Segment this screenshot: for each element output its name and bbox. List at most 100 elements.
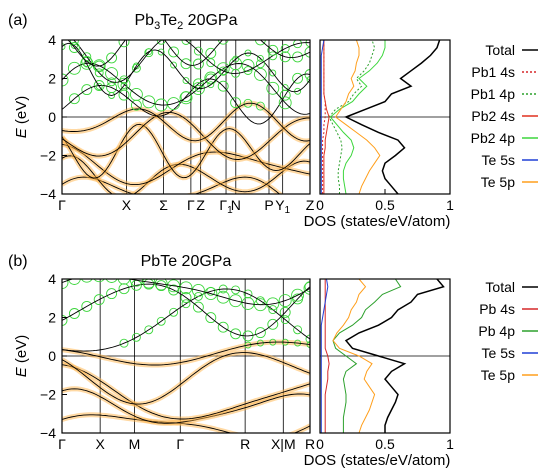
y-axis-label-symbol: E <box>13 127 30 138</box>
band-line <box>62 176 281 194</box>
y-axis-label-symbol: E <box>13 366 30 377</box>
fat-band-circle-pb4p <box>129 87 143 101</box>
legend-label: Te 5p <box>481 367 515 383</box>
band-line <box>62 279 310 306</box>
fat-band-circle-pb4p <box>243 26 253 36</box>
fat-band-circle-pb4p <box>62 314 68 326</box>
kpoint-label: Γ <box>176 436 184 452</box>
fat-band-circle-pb4p <box>167 279 181 293</box>
panel-label: (b) <box>8 253 28 270</box>
legend-label: Pb1 4p <box>471 86 516 102</box>
fat-band-circle-pb4p <box>180 292 192 303</box>
fat-band-circle-pb4p <box>58 28 66 36</box>
legend-label: Pb1 4s <box>471 64 515 80</box>
fat-band-circle-pb4p <box>129 279 143 287</box>
fat-band-circle-pb4p <box>95 82 103 90</box>
fat-band-circle-pb4p <box>106 288 118 300</box>
fat-band-circle-pb4p <box>229 294 243 308</box>
dos-series-line <box>344 39 441 195</box>
legend-label: Total <box>485 279 515 295</box>
band-line <box>62 123 310 179</box>
kpoint-label: Γ <box>58 197 66 213</box>
y-tick-label: 0 <box>48 348 56 364</box>
kpoint-label: Z <box>196 197 205 213</box>
dos-x-axis-label: DOS (states/eV/atom) <box>304 213 451 230</box>
dos-series-line <box>332 278 376 434</box>
fat-band-circle-pb4p <box>191 82 205 96</box>
fat-band-circle-pb4p <box>293 40 303 49</box>
fat-band-circle-pb4p <box>268 51 278 61</box>
fat-band-circle-pb4p <box>131 63 141 73</box>
fat-band-circle-pb4p <box>304 281 310 293</box>
panel-title: Pb3Te2 20GPa <box>135 12 238 32</box>
band-line <box>62 288 310 352</box>
fat-band-circle-pb4p <box>68 93 80 105</box>
dos-series-line <box>344 278 445 433</box>
fat-band-circle-pb4p <box>204 71 218 85</box>
y-tick-label: 4 <box>48 32 56 48</box>
fat-band-circle-pb4p <box>144 48 154 58</box>
kpoint-label: Γ <box>58 436 66 452</box>
fat-band-circle-pb4p <box>256 54 264 62</box>
fat-band-circle-pb4p <box>279 51 291 63</box>
fat-band-circle-pb4p <box>156 316 166 326</box>
fat-band-circle-pb4p <box>218 66 228 76</box>
fat-band-circle-pb4p <box>254 327 266 339</box>
fat-band-circle-pb4p <box>117 279 131 285</box>
fat-band-circle-pb4p <box>291 288 305 302</box>
fat-band-circle-pb4p <box>93 60 105 72</box>
fat-band-circle-pb4p <box>217 321 229 333</box>
fat-band-circle-pb4p <box>180 58 192 70</box>
fat-band-circle-pb4p <box>243 66 253 75</box>
fat-band-circle-pb4p <box>117 77 131 91</box>
fat-band-circle-pb4p <box>118 283 130 295</box>
band-line <box>62 388 310 424</box>
dos-x-tick-label: 1 <box>446 436 454 452</box>
dos-series-line <box>323 40 330 194</box>
band-line <box>62 352 310 405</box>
fat-band-circle-pb4p <box>267 318 279 330</box>
kpoint-label: X <box>95 436 105 452</box>
fat-band-circle-pb4p <box>81 300 93 312</box>
fat-band-circle-pb4p <box>205 312 217 324</box>
dos-x-tick-label: 0 <box>316 197 324 213</box>
fat-band-circle-pb4p <box>118 40 130 48</box>
fat-band-circle-pb4p <box>68 308 80 319</box>
fat-band-circle-pb4p <box>303 281 310 295</box>
legend-label: Total <box>485 42 515 58</box>
band-line <box>62 73 310 125</box>
fat-band-circle-pb4p <box>62 43 66 51</box>
title-part: 3 <box>154 20 160 32</box>
title-part: PbTe 20GPa <box>141 253 232 270</box>
fat-band-circle-pb4p <box>155 280 167 292</box>
band-line <box>67 40 310 67</box>
fat-band-circle-pb4p <box>305 334 310 344</box>
dos-x-axis-label: DOS (states/eV/atom) <box>304 452 451 469</box>
fat-band-circle-pb4p <box>267 44 279 56</box>
fat-band-circle-pb4p <box>80 279 93 283</box>
fat-band-circle-pb4p <box>280 315 290 325</box>
dos-x-tick-label: 0 <box>316 436 324 452</box>
fat-band-circle-pb4p <box>105 67 119 81</box>
fat-band-circle-pb4p <box>181 299 191 309</box>
fat-band-circle-pb4p <box>93 279 105 283</box>
y-axis-label-unit: (eV) <box>13 96 30 129</box>
fat-band-circle-pb4p <box>280 44 290 53</box>
y-tick-label: −4 <box>40 186 56 202</box>
fat-band-circle-pb4p <box>154 279 168 291</box>
legend-label: Pb 4p <box>478 323 515 339</box>
legend-label: Te 5s <box>482 152 515 168</box>
fat-band-circle-pb4p <box>179 91 193 105</box>
fat-band-circle-pb4p <box>82 52 92 62</box>
fat-band-circle-pb4p <box>279 306 291 318</box>
fat-band-circle-pb4p <box>120 82 128 89</box>
fat-band-circle-pb4p <box>119 338 129 348</box>
fat-band-circle-pb4p <box>266 297 280 311</box>
fat-band-circle-pb4p <box>57 29 67 39</box>
kpoint-label: R <box>240 436 250 452</box>
band-lines <box>57 26 310 194</box>
y-tick-label: 4 <box>48 271 56 287</box>
fat-band-circle-pb4p <box>131 332 141 342</box>
